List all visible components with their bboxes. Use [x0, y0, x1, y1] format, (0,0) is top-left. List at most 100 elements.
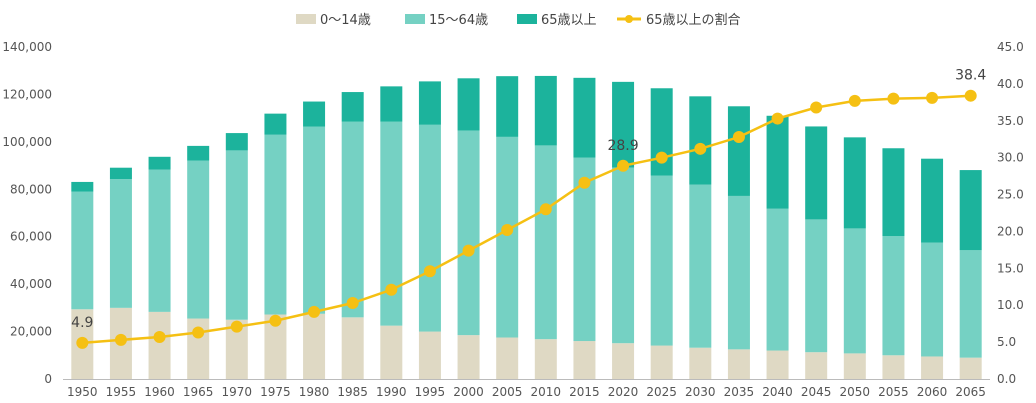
bar-1-1985: [341, 121, 364, 318]
bar-2-1960: [148, 156, 171, 170]
ratio-point-1990: [385, 283, 398, 296]
ratio-point-2030: [694, 142, 707, 155]
bar-1-2045: [805, 219, 828, 353]
x-tick-label-2060: 2060: [917, 385, 948, 399]
ratio-point-2005: [501, 223, 514, 236]
ratio-point-2000: [462, 244, 475, 257]
x-tick-label-2055: 2055: [878, 385, 909, 399]
bar-2-2005: [496, 76, 519, 137]
ratio-point-1960: [153, 330, 166, 343]
y-right-tick-label: 0.0: [997, 372, 1016, 386]
x-tick-label-1985: 1985: [337, 385, 368, 399]
x-tick-label-1995: 1995: [415, 385, 446, 399]
bar-0-1960: [148, 311, 171, 379]
y-left-tick-label: 60,000: [10, 230, 52, 244]
x-tick-label-1990: 1990: [376, 385, 407, 399]
x-tick-label-1975: 1975: [260, 385, 291, 399]
x-tick-label-2030: 2030: [685, 385, 716, 399]
bar-0-2010: [534, 339, 557, 379]
bar-2-1990: [380, 86, 403, 122]
bar-2-2015: [573, 77, 596, 158]
bar-2-1970: [225, 133, 248, 151]
x-tick-label-2005: 2005: [492, 385, 523, 399]
ratio-point-1980: [308, 305, 321, 318]
ratio-line-path: [82, 94, 971, 345]
legend-swatch-0: [296, 14, 316, 24]
ratio-point-1955: [114, 333, 127, 346]
bar-1-2040: [766, 208, 789, 351]
bar-1-2060: [921, 242, 944, 357]
x-tick-label-1980: 1980: [299, 385, 330, 399]
ratio-point-2010: [539, 203, 552, 216]
bar-0-2035: [727, 349, 750, 379]
ratio-point-2015: [578, 176, 591, 189]
legend-marker: [625, 15, 633, 23]
bar-2-2020: [612, 81, 635, 168]
x-tick-label-1960: 1960: [144, 385, 175, 399]
x-tick-label-1950: 1950: [67, 385, 98, 399]
bar-2-1995: [418, 81, 441, 125]
bar-1-2030: [689, 184, 712, 348]
bar-1-1995: [418, 124, 441, 332]
ratio-point-2020: [617, 159, 630, 172]
bar-1-2020: [612, 167, 635, 344]
ratio-line: [76, 89, 977, 349]
bar-2-2010: [534, 75, 557, 146]
bar-1-1965: [187, 160, 210, 319]
bar-2-2065: [959, 170, 982, 251]
bar-0-2015: [573, 341, 596, 379]
ratio-point-2055: [887, 92, 900, 105]
bar-0-1995: [418, 331, 441, 379]
x-tick-label-2025: 2025: [646, 385, 677, 399]
ratio-point-1965: [192, 326, 205, 339]
bar-2-1950: [71, 181, 94, 192]
bars: [71, 75, 982, 379]
bar-0-2030: [689, 347, 712, 379]
x-tick-label-1955: 1955: [106, 385, 137, 399]
bar-0-2050: [843, 353, 866, 379]
annotation-2065: 38.4: [955, 68, 986, 84]
bar-2-2060: [921, 158, 944, 243]
bar-1-2015: [573, 157, 596, 342]
y-right-tick-label: 45.0: [997, 40, 1024, 54]
bar-1-2065: [959, 250, 982, 358]
bar-1-1950: [71, 191, 94, 310]
bar-2-2040: [766, 115, 789, 209]
ratio-point-1985: [346, 297, 359, 310]
y-right-tick-label: 5.0: [997, 335, 1016, 349]
bar-1-2055: [882, 236, 905, 356]
bar-0-1980: [303, 313, 326, 379]
y-left-tick-label: 120,000: [2, 87, 52, 101]
bar-0-2020: [612, 343, 635, 379]
bar-1-2010: [534, 145, 557, 340]
annotation-2020: 28.9: [607, 138, 638, 154]
x-tick-label-2015: 2015: [569, 385, 600, 399]
bar-0-2005: [496, 337, 519, 379]
ratio-point-1975: [269, 314, 282, 327]
ratio-point-2035: [732, 131, 745, 144]
bar-1-2050: [843, 228, 866, 354]
bar-1-2000: [457, 130, 480, 336]
bar-1-1970: [225, 150, 248, 320]
bar-2-1955: [109, 167, 132, 180]
x-tick-label-2010: 2010: [531, 385, 562, 399]
ratio-point-1950: [76, 336, 89, 349]
bar-2-2050: [843, 137, 866, 229]
bar-1-2025: [650, 175, 673, 346]
bar-0-2025: [650, 345, 673, 379]
bar-1-1980: [303, 126, 326, 314]
legend: 0～14歳 15～64歳 65歳以上 65歳以上の割合: [296, 12, 741, 28]
bar-0-2045: [805, 352, 828, 379]
bar-0-2040: [766, 350, 789, 379]
x-tick-label-2065: 2065: [955, 385, 986, 399]
annotation-1950: 4.9: [71, 315, 93, 331]
bar-1-2035: [727, 195, 750, 350]
ratio-point-2040: [771, 112, 784, 125]
y-right-tick-label: 35.0: [997, 114, 1024, 128]
legend-label-1: 15～64歳: [429, 13, 488, 28]
y-right-tick-label: 10.0: [997, 298, 1024, 312]
legend-swatch-1: [405, 14, 425, 24]
bar-0-2055: [882, 355, 905, 379]
bar-2-2030: [689, 96, 712, 185]
